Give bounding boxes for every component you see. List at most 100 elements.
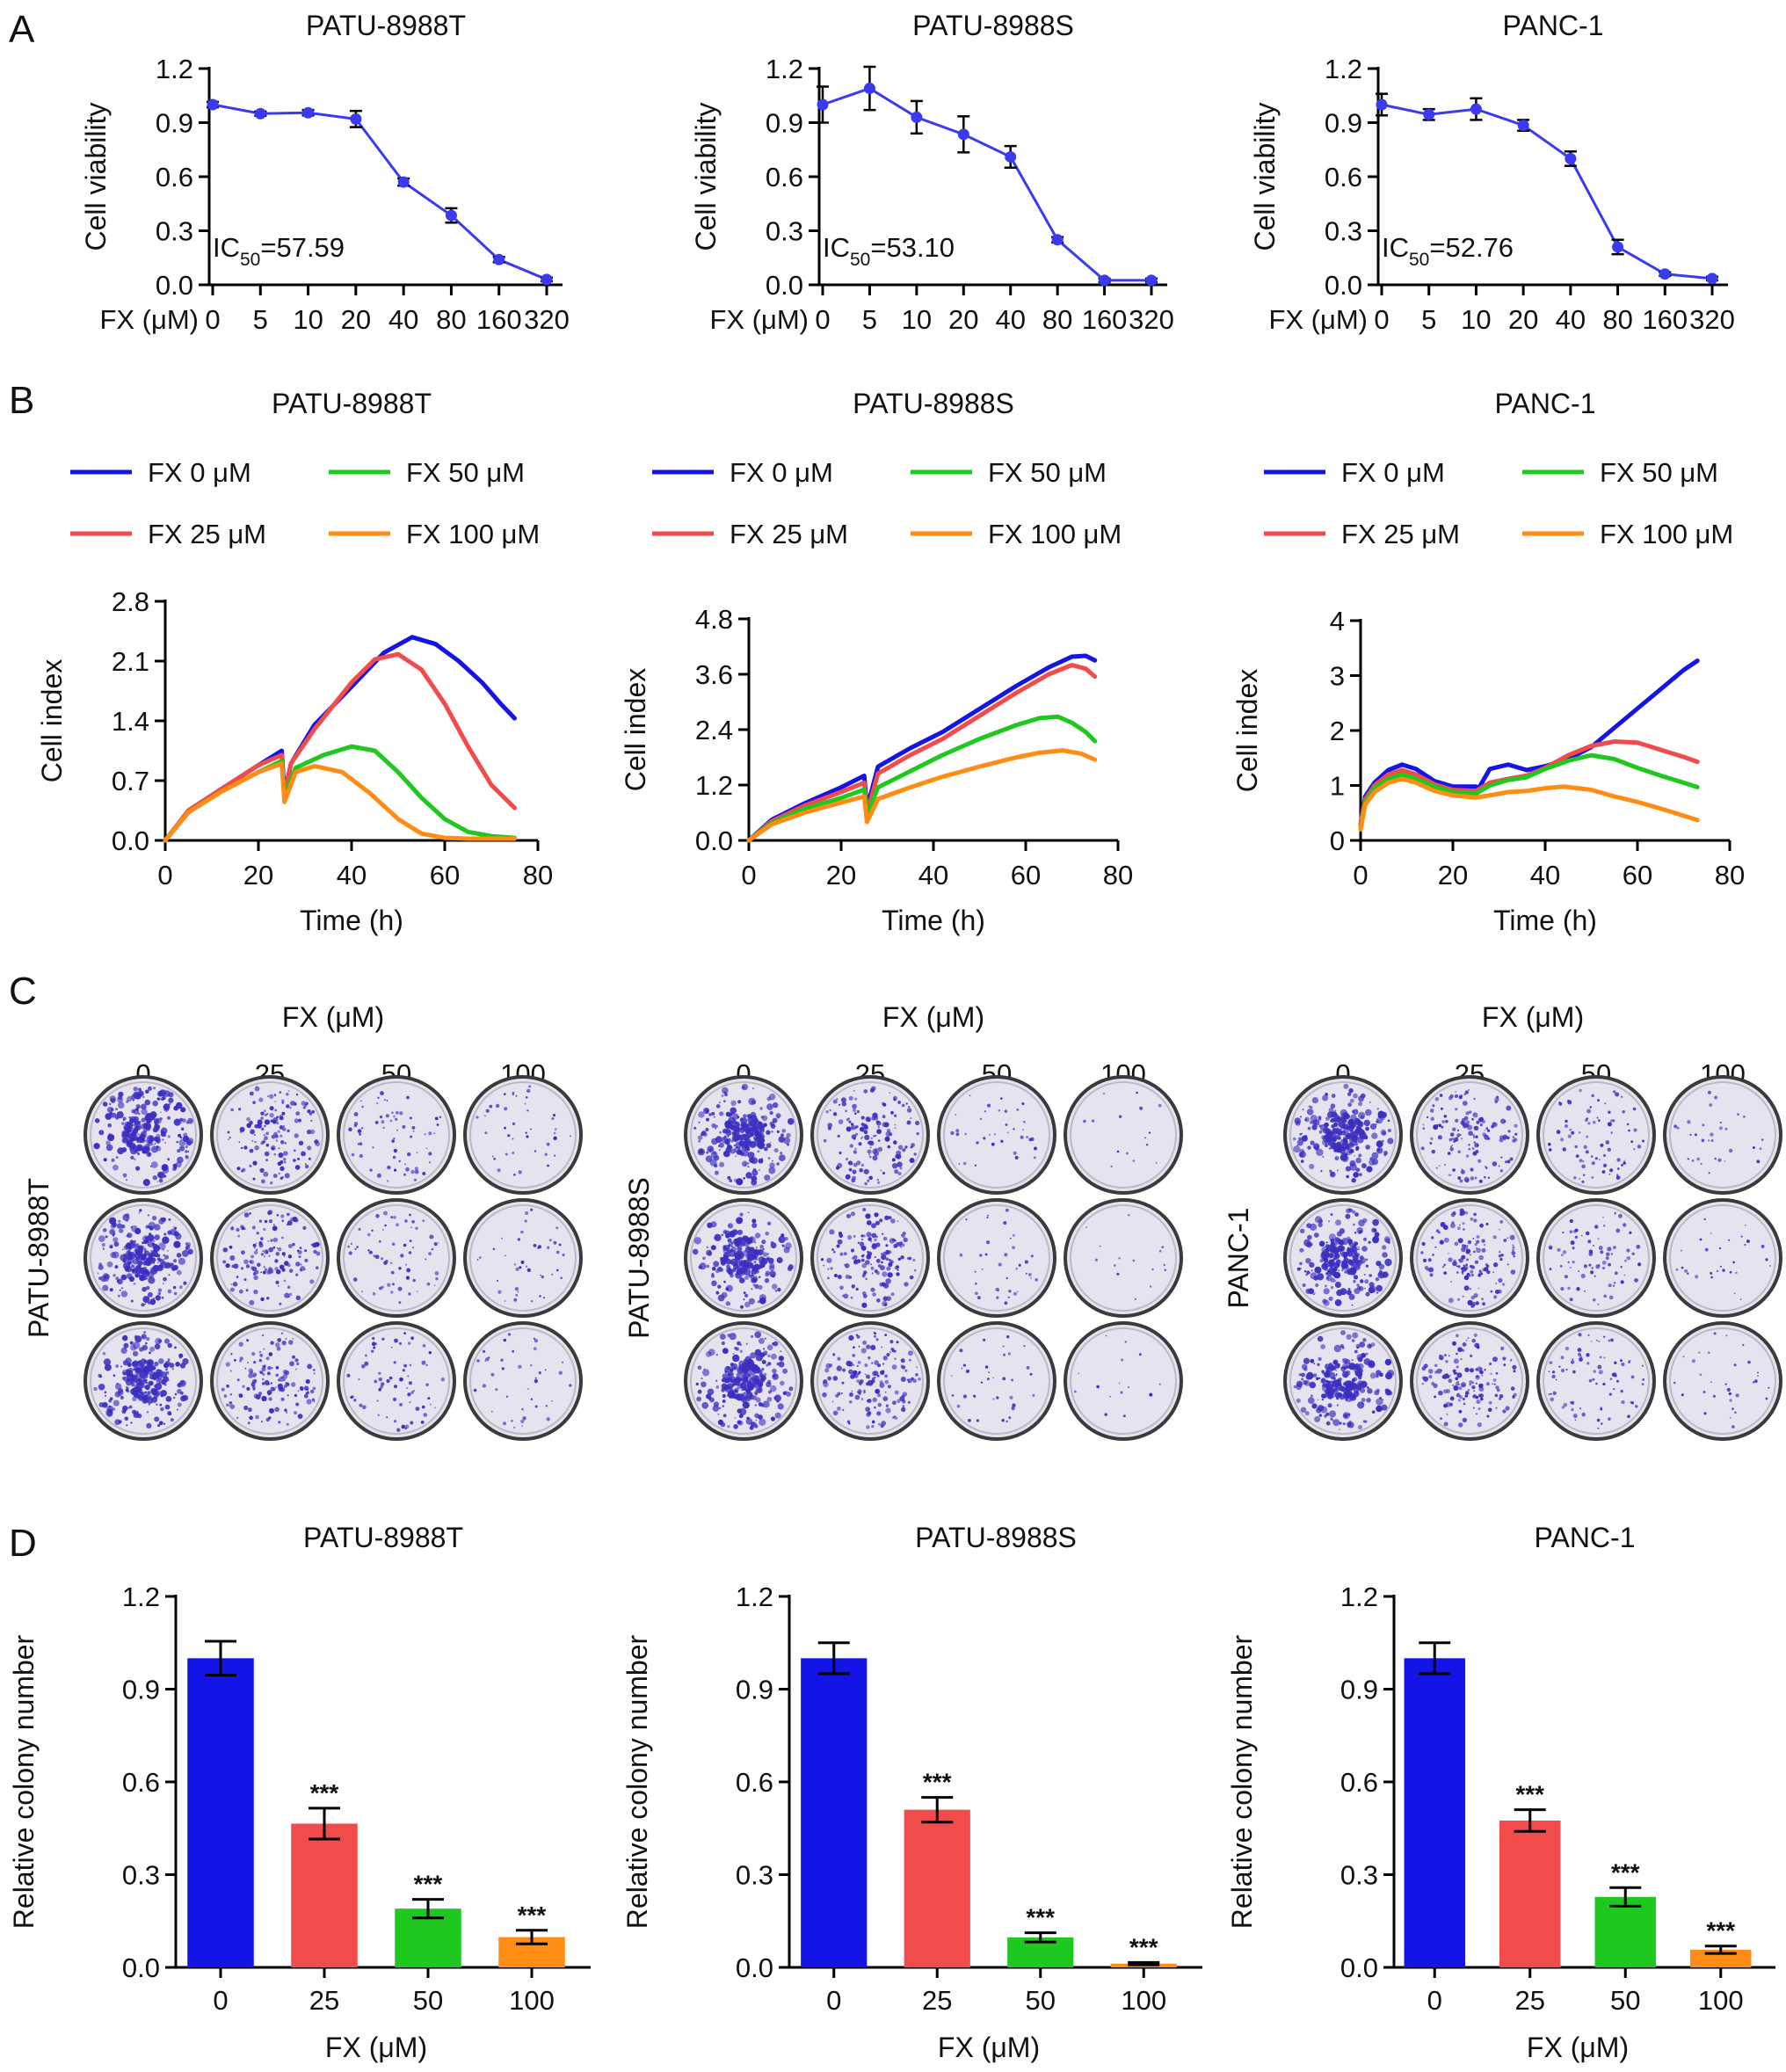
ic50-subscript: 50 xyxy=(240,250,260,270)
colony-dot xyxy=(246,1339,250,1342)
colony-dot xyxy=(136,1360,143,1367)
colony-dot xyxy=(149,1351,151,1355)
colony-dot xyxy=(260,1111,265,1116)
colony-dot xyxy=(736,1265,742,1271)
colony-dot xyxy=(1467,1299,1473,1305)
colony-dot xyxy=(493,1158,496,1160)
colony-dot xyxy=(780,1380,785,1386)
colony-dot xyxy=(1300,1116,1302,1118)
colony-dot xyxy=(734,1389,738,1393)
colony-dot xyxy=(1369,1285,1377,1293)
colony-dot xyxy=(225,1362,230,1367)
colony-dot xyxy=(163,1363,170,1369)
colony-dot xyxy=(881,1421,887,1426)
colony-dot xyxy=(1578,1270,1580,1272)
colony-dot xyxy=(861,1302,868,1308)
colony-dot xyxy=(1363,1119,1371,1127)
colony-dot xyxy=(731,1392,734,1394)
colony-dot xyxy=(712,1267,716,1271)
colony-dot xyxy=(850,1296,853,1299)
colony-dot xyxy=(1355,1147,1358,1149)
colony-dot xyxy=(1336,1397,1340,1400)
colony-dot xyxy=(272,1117,279,1123)
colony-dot xyxy=(1330,1263,1334,1268)
colony-dot xyxy=(1340,1330,1346,1335)
colony-dot xyxy=(372,1292,376,1296)
colony-dot xyxy=(897,1101,901,1104)
colony-dot xyxy=(761,1240,766,1245)
colony-dot xyxy=(142,1269,150,1277)
colony-dot xyxy=(870,1263,872,1266)
colony-dot xyxy=(1309,1121,1313,1124)
dish-inner-rim xyxy=(1289,1081,1397,1189)
colony-dot xyxy=(1607,1247,1612,1252)
colony-dot xyxy=(374,1379,378,1384)
colony-dot xyxy=(1594,1157,1598,1160)
colony-dot xyxy=(415,1226,418,1231)
colony-dot xyxy=(117,1101,125,1109)
colony-dot xyxy=(1592,1298,1596,1302)
colony-dot xyxy=(1452,1384,1455,1386)
colony-dot xyxy=(1637,1262,1642,1267)
colony-dot xyxy=(739,1212,744,1217)
colony-dot xyxy=(984,1365,989,1369)
colony-dot xyxy=(875,1235,878,1239)
colony-dot xyxy=(1364,1287,1366,1290)
colony-dot xyxy=(696,1396,701,1402)
colony-dot xyxy=(832,1099,838,1104)
colony-dot xyxy=(827,1126,832,1131)
colony-dot xyxy=(152,1175,157,1181)
colony-dot xyxy=(307,1363,313,1370)
colony-dot xyxy=(738,1261,741,1264)
colony-dot xyxy=(1376,1291,1379,1294)
colony-dot xyxy=(1346,1392,1352,1399)
colony-dot xyxy=(708,1349,715,1356)
colony-dot xyxy=(741,1270,745,1276)
colony-dot xyxy=(175,1362,180,1367)
colony-dot xyxy=(1344,1374,1347,1378)
colony-dot xyxy=(173,1118,181,1126)
colony-dot xyxy=(900,1377,906,1382)
colony-dot xyxy=(298,1140,304,1146)
colony-dot xyxy=(865,1260,870,1265)
ic50-value: =53.10 xyxy=(870,232,955,263)
colony-dot xyxy=(1493,1295,1498,1299)
colony-dot xyxy=(1005,1123,1008,1126)
colony-dot xyxy=(497,1280,498,1282)
colony-dot xyxy=(904,1148,906,1151)
culture-dish xyxy=(1410,1321,1529,1441)
data-point xyxy=(1612,241,1624,253)
colony-dot xyxy=(389,1261,393,1265)
colony-dot xyxy=(397,1286,403,1291)
colony-dot xyxy=(104,1363,112,1371)
colony-dot xyxy=(160,1407,164,1412)
colony-dot xyxy=(728,1241,733,1247)
colony-dot xyxy=(1564,1123,1569,1129)
colony-dot xyxy=(1365,1352,1369,1356)
colony-dot xyxy=(850,1124,857,1131)
colony-dot xyxy=(759,1373,764,1378)
colony-dot xyxy=(260,1421,264,1423)
colony-dot xyxy=(1482,1268,1486,1272)
colony-dot xyxy=(1472,1112,1478,1118)
y-tick-label: 0 xyxy=(1330,825,1345,856)
colony-dot xyxy=(1354,1232,1357,1234)
colony-dot xyxy=(274,1267,279,1271)
colony-dot xyxy=(715,1124,718,1128)
colony-dot xyxy=(109,1095,116,1102)
colony-dot xyxy=(1339,1421,1342,1425)
colony-dot xyxy=(490,1372,495,1377)
colony-dot xyxy=(294,1149,296,1152)
colony-dot xyxy=(853,1373,859,1378)
colony-dot xyxy=(268,1267,272,1271)
colony-dot xyxy=(737,1420,742,1425)
colony-dot xyxy=(377,1096,380,1099)
colony-dot xyxy=(263,1249,269,1254)
colony-dot xyxy=(273,1152,277,1156)
colony-dot xyxy=(1474,1260,1479,1265)
colony-dot xyxy=(503,1338,507,1342)
colony-dot xyxy=(762,1252,768,1257)
dish-inner-rim xyxy=(469,1081,577,1189)
